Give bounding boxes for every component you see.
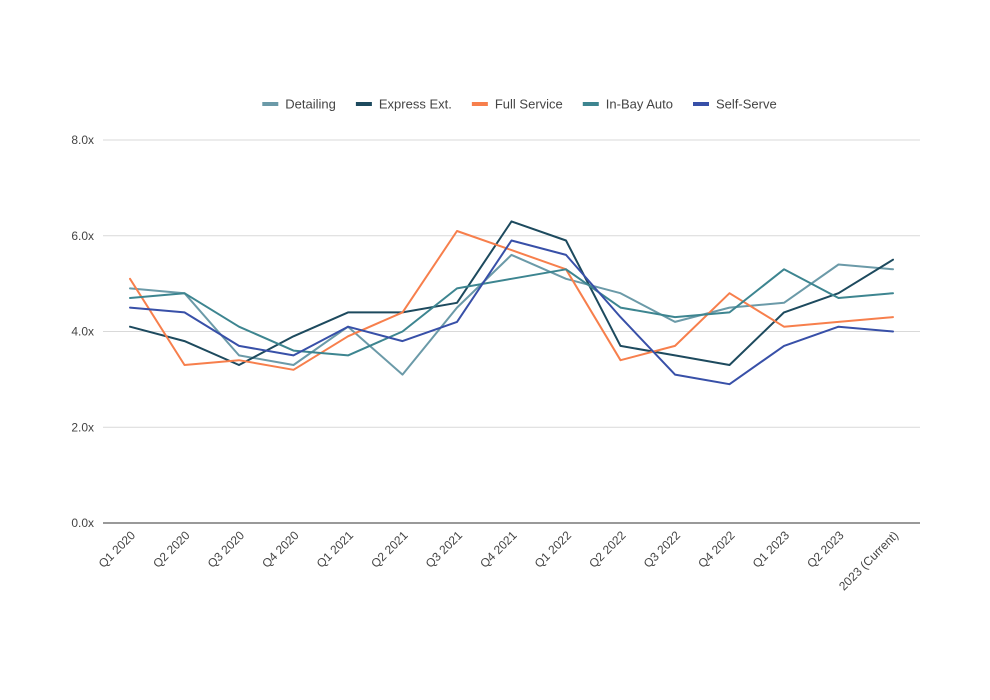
x-tick-label: Q1 2020 — [96, 528, 139, 571]
legend-label: In-Bay Auto — [606, 97, 673, 112]
x-tick-label: Q2 2022 — [586, 528, 629, 571]
series-line-detailing — [129, 253, 894, 376]
legend-item: Detailing — [262, 97, 336, 112]
legend-item: Self-Serve — [693, 97, 777, 112]
legend-item: Express Ext. — [355, 97, 452, 112]
x-tick-label: Q4 2022 — [695, 528, 738, 571]
x-tick-label: Q2 2021 — [368, 528, 411, 571]
x-tick-label: Q1 2021 — [314, 528, 357, 571]
y-tick-label: 0.0x — [71, 516, 94, 530]
y-axis: 0.0x 2.0x 4.0x 6.0x 8.0x — [71, 133, 94, 530]
series-line-in-bay-auto — [129, 268, 894, 357]
x-tick-label: Q4 2020 — [259, 528, 302, 571]
x-tick-label: Q3 2022 — [641, 528, 684, 571]
y-tick-label: 6.0x — [71, 229, 94, 243]
y-tick-label: 2.0x — [71, 420, 94, 434]
legend-label: Self-Serve — [716, 97, 777, 112]
x-tick-label: Q1 2022 — [532, 528, 575, 571]
legend-label: Full Service — [495, 97, 563, 112]
x-tick-label: Q2 2020 — [150, 528, 193, 571]
x-tick-label: Q3 2021 — [423, 528, 466, 571]
series-line-express-ext — [129, 220, 894, 366]
x-tick-label: Q1 2023 — [750, 528, 793, 571]
series-line-self-serve — [129, 239, 894, 386]
y-tick-label: 4.0x — [71, 325, 94, 339]
legend: Detailing Express Ext. Full Service In-Bay … — [262, 97, 777, 112]
x-tick-label: Q4 2021 — [477, 528, 520, 571]
legend-item: Full Service — [471, 97, 563, 112]
x-tick-label: Q2 2023 — [804, 528, 847, 571]
legend-item: In-Bay Auto — [582, 97, 673, 112]
x-axis: Q1 2020 Q2 2020 Q3 2020 Q4 2020 Q1 2021 Q2 20… — [96, 528, 901, 593]
series-lines — [129, 220, 894, 386]
x-tick-label: Q3 2020 — [205, 528, 248, 571]
gridlines — [103, 139, 920, 524]
legend-label: Express Ext. — [379, 97, 452, 112]
series-line-full-service — [129, 230, 894, 371]
y-tick-label: 8.0x — [71, 133, 94, 147]
legend-label: Detailing — [285, 97, 336, 112]
